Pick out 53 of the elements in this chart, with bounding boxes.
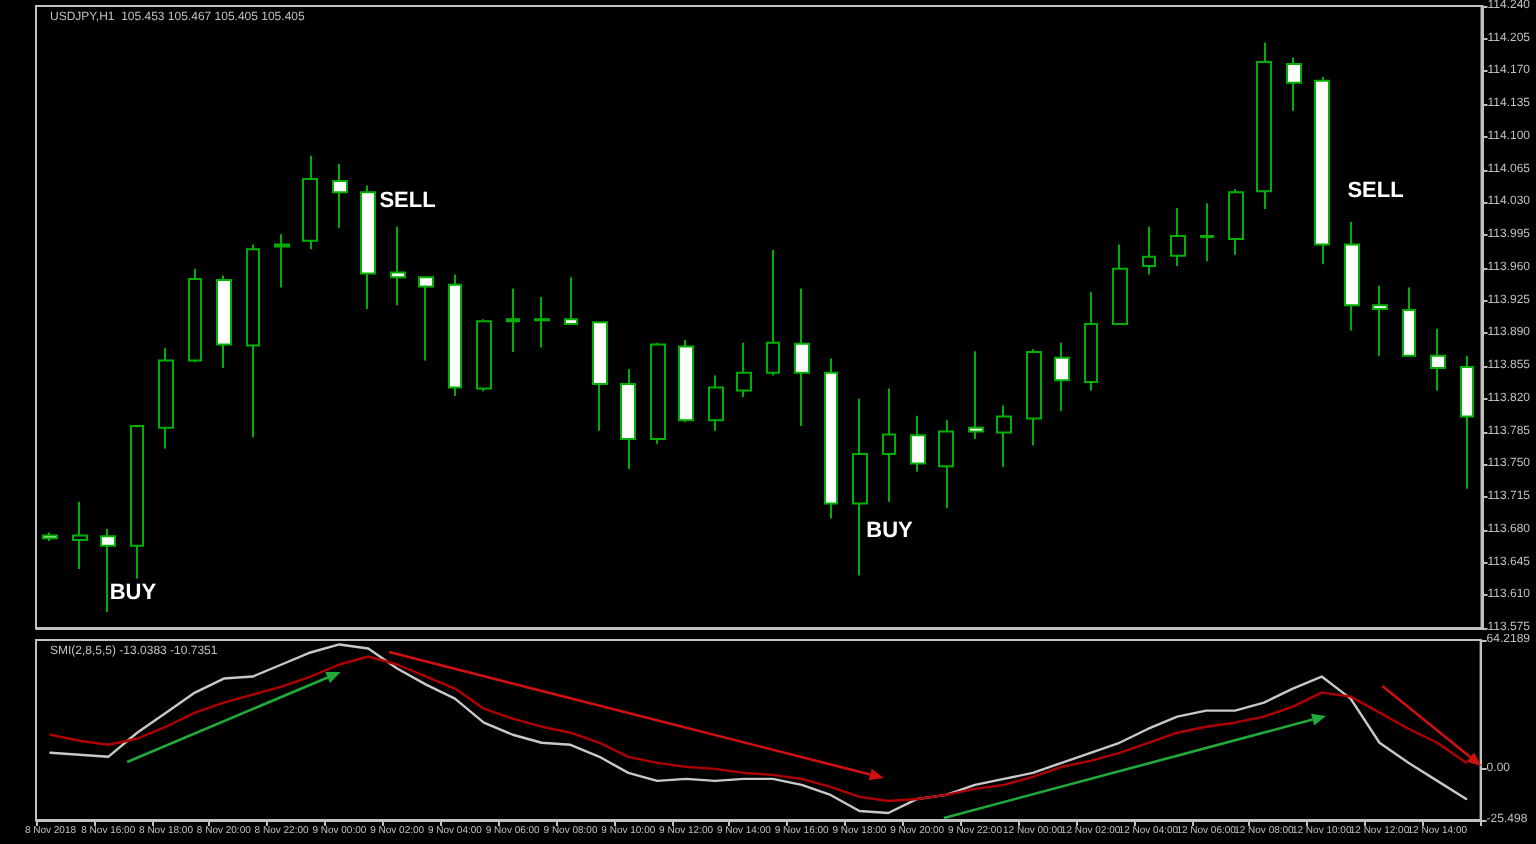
candlestick bbox=[1256, 41, 1272, 210]
candlestick bbox=[1286, 56, 1302, 112]
candlestick bbox=[592, 320, 608, 432]
candlestick bbox=[1142, 225, 1156, 276]
candlestick bbox=[1228, 188, 1244, 256]
candlestick bbox=[158, 347, 174, 450]
candlestick bbox=[390, 225, 406, 307]
candlestick bbox=[1170, 207, 1186, 268]
candlestick bbox=[650, 341, 666, 445]
annotation: SELL bbox=[379, 189, 437, 213]
candlestick bbox=[968, 350, 984, 441]
candlestick bbox=[882, 387, 896, 503]
candlestick bbox=[824, 357, 838, 520]
candlestick bbox=[1372, 284, 1388, 357]
candlestick bbox=[678, 338, 694, 424]
candlestick bbox=[1430, 327, 1446, 392]
candlestick bbox=[1200, 202, 1214, 263]
candlestick bbox=[188, 267, 202, 364]
annotation: SELL bbox=[1347, 179, 1405, 203]
candlestick bbox=[274, 233, 290, 289]
annotation: BUY bbox=[866, 519, 915, 543]
candlestick bbox=[418, 275, 434, 362]
candlestick bbox=[506, 287, 520, 354]
candlestick bbox=[708, 374, 724, 432]
candlestick bbox=[766, 249, 780, 377]
candlestick bbox=[1084, 291, 1098, 392]
candlestick bbox=[1026, 348, 1042, 447]
candlestick bbox=[302, 154, 318, 251]
candlestick bbox=[72, 500, 88, 571]
candlestick bbox=[246, 243, 260, 439]
candlestick bbox=[216, 274, 232, 369]
annotation: BUY bbox=[109, 581, 158, 605]
candlestick bbox=[1314, 76, 1330, 266]
candlestick bbox=[564, 276, 578, 326]
candlestick bbox=[620, 367, 636, 470]
candlestick bbox=[448, 273, 462, 398]
candlestick bbox=[360, 184, 376, 311]
candlestick bbox=[476, 318, 492, 393]
candlestick bbox=[1402, 286, 1416, 358]
candlestick bbox=[1112, 243, 1128, 326]
candlestick bbox=[736, 341, 752, 398]
candlestick bbox=[332, 163, 348, 229]
candlestick bbox=[1054, 341, 1070, 412]
candlestick bbox=[1344, 221, 1360, 332]
candlestick bbox=[852, 397, 868, 577]
candlestick bbox=[1460, 354, 1474, 490]
candlestick bbox=[996, 404, 1012, 469]
candlestick bbox=[130, 424, 144, 580]
candlestick bbox=[938, 419, 954, 510]
candlestick bbox=[534, 295, 550, 349]
candlestick bbox=[42, 531, 58, 543]
candlestick bbox=[794, 287, 810, 427]
candlestick bbox=[910, 414, 926, 473]
